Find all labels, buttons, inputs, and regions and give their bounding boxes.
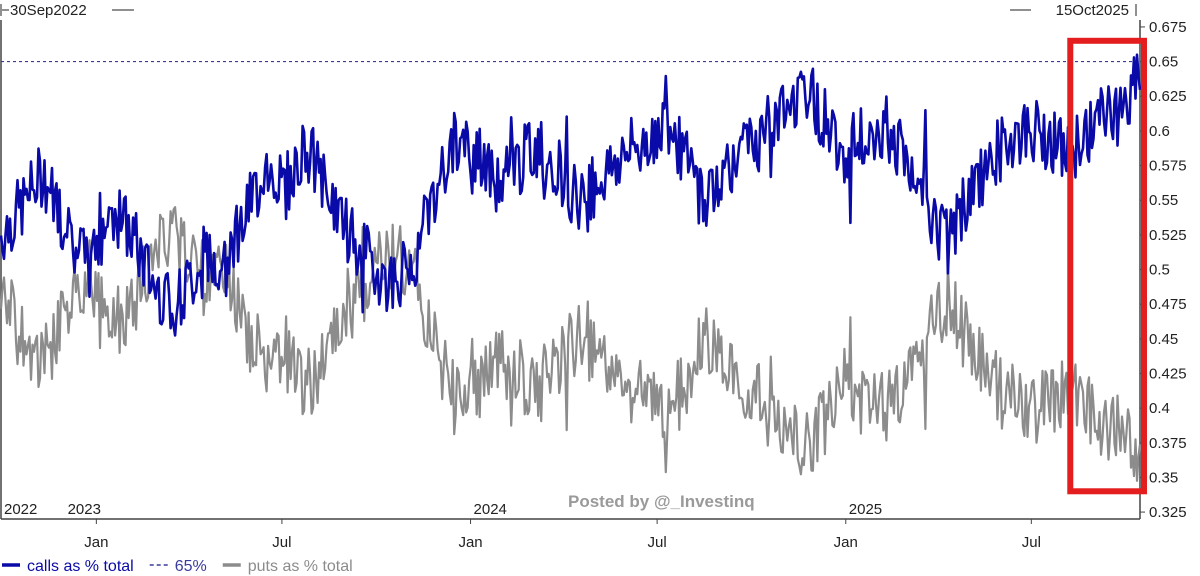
y-tick-label: 0.35 — [1149, 469, 1178, 486]
year-label: 2022 — [4, 501, 37, 518]
y-tick-label: 0.675 — [1149, 19, 1187, 36]
y-tick-label: 0.325 — [1149, 504, 1187, 521]
start-date-marker: 30Sep2022 — [0, 2, 134, 19]
calls-series-line — [0, 53, 1142, 337]
x-tick-label: Jan — [84, 534, 108, 551]
y-tick-label: 0.475 — [1149, 296, 1187, 313]
highlight-region — [1067, 37, 1148, 495]
series-lines — [0, 53, 1142, 482]
legend-label: 65% — [175, 558, 207, 575]
x-tick-label: Jan — [458, 534, 482, 551]
x-tick-label: Jan — [834, 534, 858, 551]
y-tick-label: 0.4 — [1149, 400, 1170, 417]
puts-series-line — [0, 206, 1142, 482]
end-date-label: 15Oct2025 — [1056, 2, 1129, 19]
legend-item-1: calls as % total — [2, 558, 134, 575]
x-axis: Jan Jul Jan Jul Jan Jul 2022 2023 2024 2025 — [4, 501, 1041, 551]
y-tick-label: 0.375 — [1149, 435, 1187, 452]
legend-label: puts as % total — [248, 558, 353, 575]
y-tick-label: 0.575 — [1149, 158, 1187, 175]
legend-item-3: puts as % total — [222, 558, 353, 575]
end-date-marker: 15Oct2025 — [1010, 2, 1137, 19]
legend-label: calls as % total — [27, 558, 134, 575]
year-label: 2024 — [474, 501, 507, 518]
start-date-label: 30Sep2022 — [10, 2, 87, 19]
year-label: 2025 — [849, 501, 882, 518]
year-label: 2023 — [68, 501, 101, 518]
highlight-box — [1067, 37, 1148, 495]
watermark-text: Posted by @_Investinq — [568, 492, 755, 511]
y-tick-label: 0.55 — [1149, 192, 1178, 209]
y-tick-label: 0.5 — [1149, 262, 1170, 279]
y-tick-label: 0.65 — [1149, 54, 1178, 71]
legend: calls as % total 65% puts as % total — [2, 558, 353, 575]
y-tick-label: 0.625 — [1149, 88, 1187, 105]
x-tick-label: Jul — [272, 534, 291, 551]
x-tick-label: Jul — [1022, 534, 1041, 551]
x-tick-label: Jul — [648, 534, 667, 551]
y-tick-label: 0.425 — [1149, 365, 1187, 382]
legend-item-2: 65% — [149, 558, 207, 575]
y-tick-label: 0.45 — [1149, 331, 1178, 348]
y-axis: 0.325 0.35 0.375 0.4 0.425 0.45 0.475 0.5 0.525 0… — [1140, 19, 1187, 521]
y-tick-label: 0.525 — [1149, 227, 1187, 244]
y-tick-label: 0.6 — [1149, 123, 1170, 140]
plot-frame — [0, 20, 1141, 520]
